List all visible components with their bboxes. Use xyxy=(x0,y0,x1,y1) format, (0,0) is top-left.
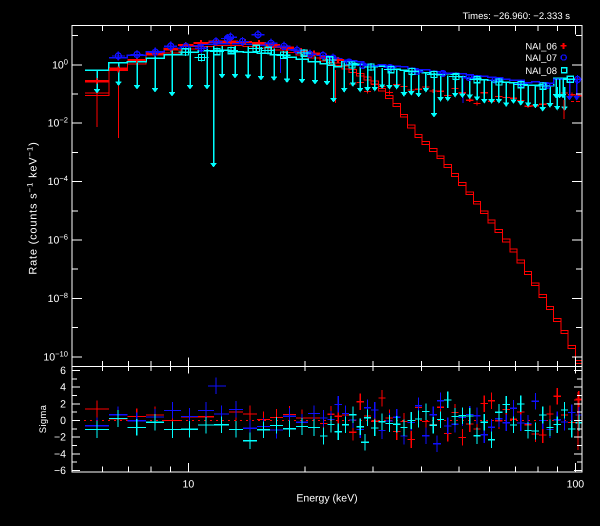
svg-text:NAI_06: NAI_06 xyxy=(525,42,557,53)
svg-text:Energy (keV): Energy (keV) xyxy=(296,493,357,505)
svg-text:4: 4 xyxy=(60,382,66,394)
svg-text:100: 100 xyxy=(567,479,585,491)
svg-text:−4: −4 xyxy=(54,448,66,460)
svg-text:Times: −26.960: −2.333 s: Times: −26.960: −2.333 s xyxy=(463,11,571,22)
svg-text:−2: −2 xyxy=(54,432,66,444)
svg-text:−6: −6 xyxy=(54,465,66,477)
svg-text:10: 10 xyxy=(183,479,195,491)
svg-text:NAI_08: NAI_08 xyxy=(525,66,557,77)
svg-text:0: 0 xyxy=(60,415,66,427)
svg-text:2: 2 xyxy=(60,398,66,410)
svg-text:NAI_07: NAI_07 xyxy=(525,53,557,64)
svg-text:6: 6 xyxy=(60,365,66,377)
svg-text:Rate (counts s−1 keV−1): Rate (counts s−1 keV−1) xyxy=(26,141,40,274)
svg-text:Sigma: Sigma xyxy=(38,404,49,433)
